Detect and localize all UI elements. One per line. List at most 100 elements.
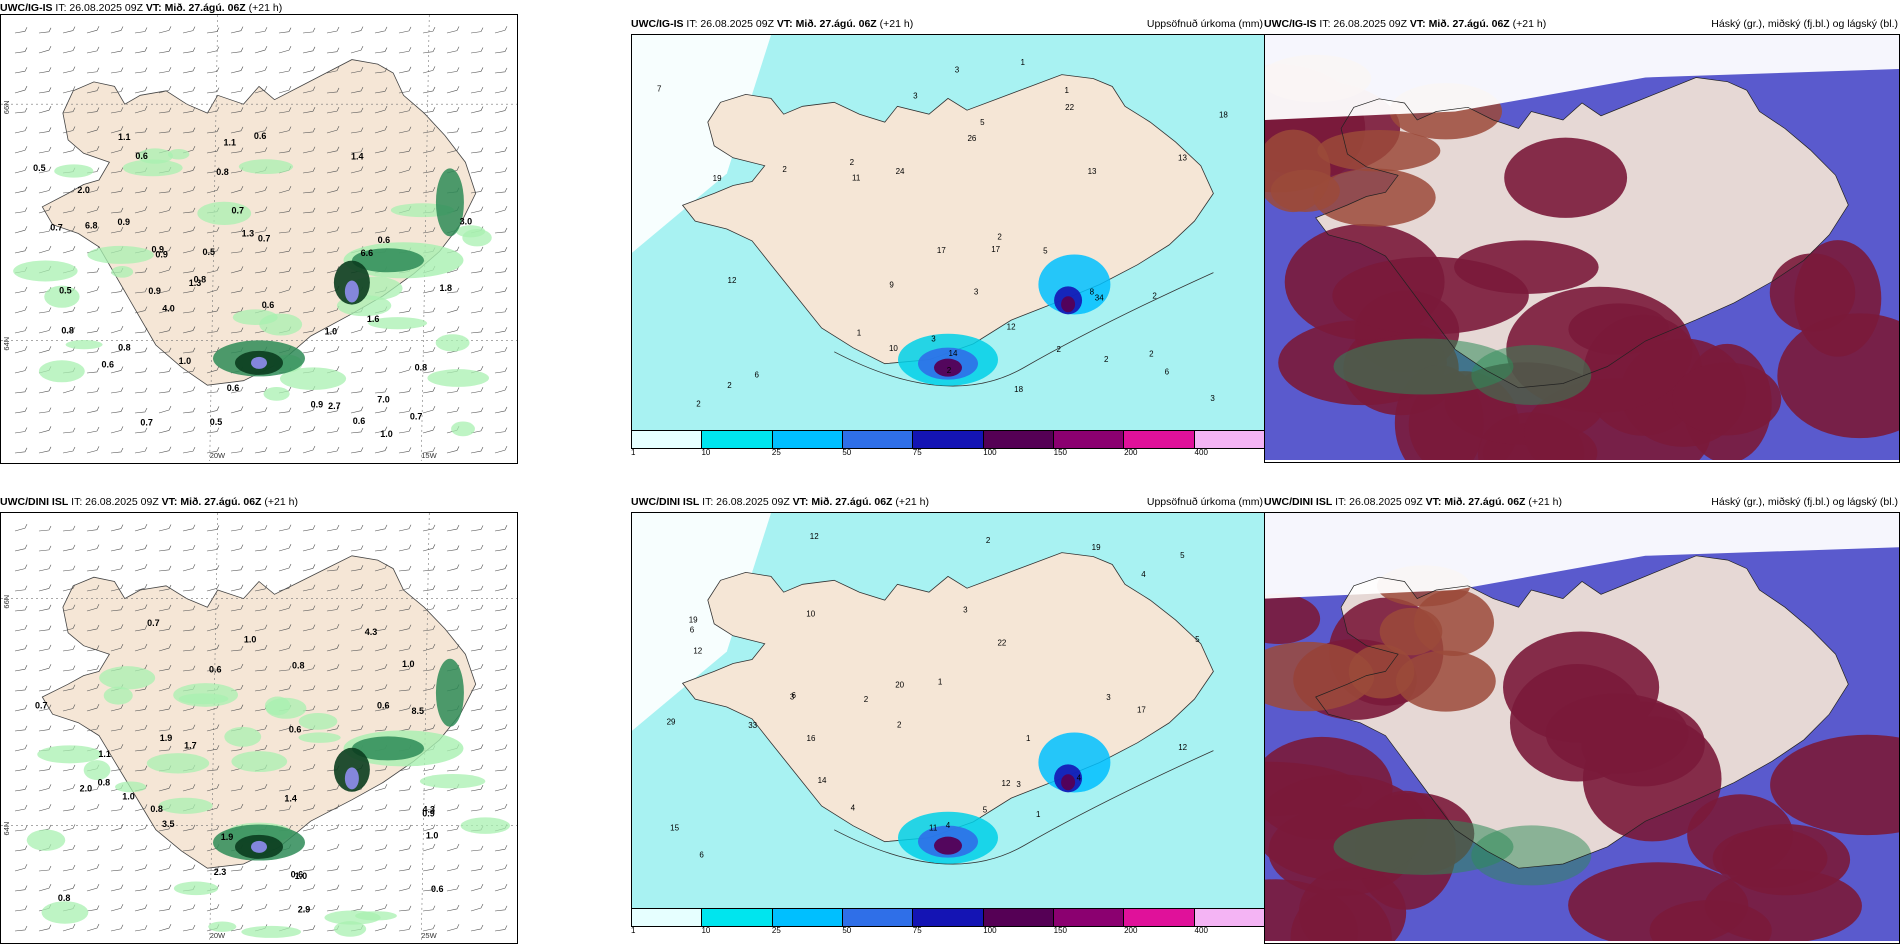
precip-value: 0.8 bbox=[58, 893, 71, 903]
wind-barb bbox=[110, 325, 124, 334]
wind-barb bbox=[110, 844, 124, 852]
wind-barb bbox=[158, 47, 172, 54]
wind-barb bbox=[182, 665, 196, 672]
wind-barb bbox=[398, 286, 412, 294]
wind-barb bbox=[230, 87, 244, 94]
wind-barb bbox=[206, 147, 220, 154]
light-rain-area bbox=[37, 745, 102, 764]
wind-barb bbox=[302, 844, 316, 852]
wind-barb bbox=[38, 106, 52, 114]
wind-barb bbox=[422, 625, 436, 632]
wind-barb bbox=[254, 545, 268, 552]
panel-row1-accum: UWC/IG-IS IT: 26.08.2025 09Z VT: Mið. 27… bbox=[631, 16, 1265, 457]
wind-barb bbox=[230, 565, 244, 572]
wind-barb bbox=[278, 785, 292, 792]
accum-value: 34 bbox=[1095, 294, 1104, 303]
legend-tick: 100 bbox=[983, 448, 997, 457]
wind-barb bbox=[446, 446, 460, 454]
accum-value: 6 bbox=[1165, 367, 1170, 376]
light-rain-area bbox=[238, 159, 294, 175]
wind-barb bbox=[110, 765, 124, 772]
map-frame bbox=[1264, 512, 1900, 944]
wind-barb bbox=[446, 407, 460, 414]
precip-value: 1.0 bbox=[380, 429, 393, 439]
wind-barb bbox=[86, 347, 100, 354]
wind-barb bbox=[374, 864, 388, 872]
wind-barb bbox=[110, 824, 124, 832]
wind-barb bbox=[158, 545, 172, 552]
wind-barb bbox=[254, 27, 268, 34]
wind-barb bbox=[494, 784, 508, 792]
wind-barb bbox=[254, 226, 268, 234]
wind-barb bbox=[134, 86, 148, 94]
wind-barb bbox=[230, 924, 244, 932]
wind-barb bbox=[254, 147, 268, 154]
panel-row2-cloud: UWC/DINI ISL IT: 26.08.2025 09Z VT: Mið.… bbox=[1264, 494, 1900, 944]
panel-title: Uppsöfnuð úrkoma (mm) bbox=[1146, 18, 1263, 30]
wind-barb bbox=[134, 625, 148, 632]
wind-barb bbox=[14, 725, 28, 732]
wind-barb bbox=[62, 805, 76, 812]
wind-barb bbox=[182, 326, 196, 334]
wind-barb bbox=[182, 724, 196, 732]
wind-barb bbox=[14, 564, 28, 572]
wind-barb bbox=[134, 685, 148, 692]
wind-barb bbox=[206, 665, 220, 672]
wind-barb bbox=[422, 843, 436, 852]
wind-barb bbox=[86, 367, 100, 374]
wind-barb bbox=[494, 247, 508, 254]
wind-barb bbox=[278, 563, 292, 572]
wind-barb bbox=[230, 803, 244, 812]
wind-barb bbox=[134, 824, 148, 832]
light-rain-area bbox=[298, 732, 341, 743]
precip-value: 1.0 bbox=[325, 326, 338, 336]
wind-barb bbox=[158, 725, 172, 732]
wind-barb bbox=[470, 785, 484, 792]
wind-barb bbox=[470, 127, 484, 134]
wind-barb bbox=[110, 46, 124, 54]
wind-barb bbox=[62, 407, 76, 414]
wind-barb bbox=[278, 524, 292, 532]
accum-value: 2 bbox=[782, 165, 787, 174]
wind-barb bbox=[398, 66, 412, 74]
wind-barb bbox=[374, 844, 388, 852]
precip-value: 0.6 bbox=[227, 383, 240, 393]
mixed-cloud-area bbox=[1313, 168, 1436, 227]
precip-value: 1.0 bbox=[402, 659, 415, 669]
light-rain-area bbox=[298, 713, 338, 730]
wind-barb bbox=[134, 287, 148, 294]
wind-barb bbox=[302, 624, 316, 632]
wind-barb bbox=[350, 26, 364, 34]
wind-barb bbox=[110, 643, 124, 652]
wind-barb bbox=[374, 26, 388, 34]
wind-barb bbox=[110, 126, 124, 134]
wind-barb bbox=[230, 266, 244, 274]
wind-barb bbox=[134, 864, 148, 872]
wind-barb bbox=[302, 107, 316, 114]
wind-barb bbox=[110, 366, 124, 374]
wind-barb bbox=[110, 564, 124, 572]
wind-barb bbox=[446, 725, 460, 732]
wind-barb bbox=[38, 644, 52, 652]
wind-barb bbox=[350, 524, 364, 532]
wind-barb bbox=[494, 584, 508, 592]
precip-value: 0.8 bbox=[61, 325, 74, 335]
precip-value: 0.6 bbox=[262, 300, 275, 310]
wind-barb bbox=[62, 684, 76, 692]
wind-barb bbox=[326, 427, 340, 434]
accum-value: 6 bbox=[755, 371, 760, 380]
precip-color-legend: 1 10 25 50 75 100 150 200 400 bbox=[631, 430, 1265, 460]
wind-barb bbox=[134, 705, 148, 712]
wind-barb bbox=[86, 624, 100, 632]
wind-barb bbox=[398, 407, 412, 414]
precip-value: 0.8 bbox=[415, 362, 428, 372]
iceland-landmass bbox=[41, 555, 477, 869]
wind-barb bbox=[398, 824, 412, 832]
wind-barb bbox=[350, 227, 364, 234]
wind-barb bbox=[374, 367, 388, 374]
wind-barb bbox=[134, 643, 148, 652]
wind-barb bbox=[230, 604, 244, 612]
wind-barb bbox=[38, 525, 52, 532]
wind-barb bbox=[62, 784, 76, 792]
wind-barb bbox=[38, 804, 52, 812]
